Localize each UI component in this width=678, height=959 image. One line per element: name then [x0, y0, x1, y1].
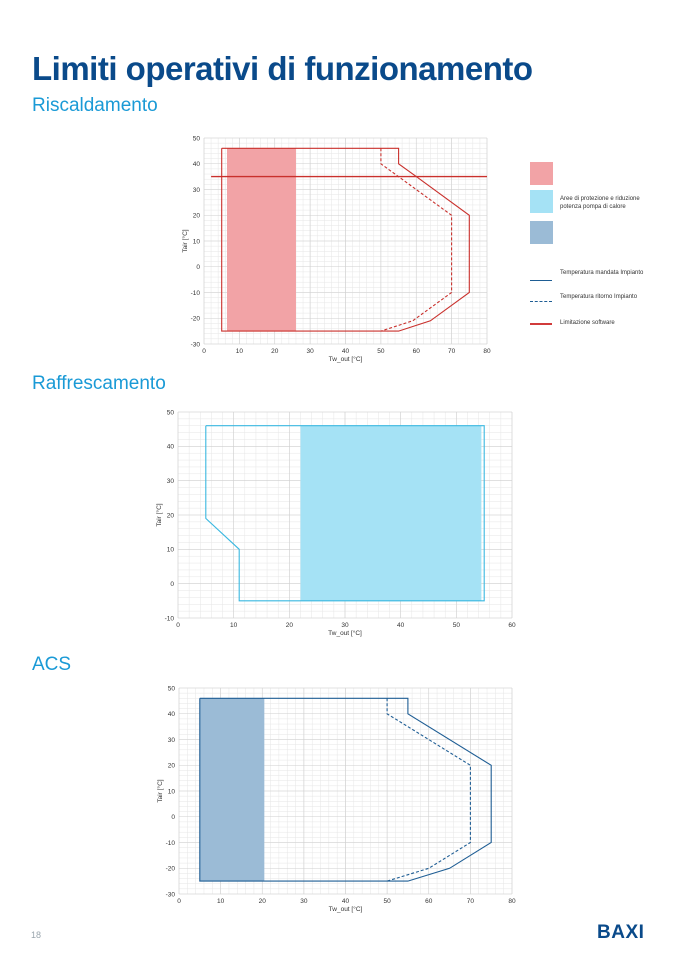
y-tick-label: -20 [191, 316, 201, 323]
x-tick-label: 50 [377, 348, 385, 355]
x-tick-label: 30 [300, 898, 308, 905]
x-tick-label: 50 [384, 898, 392, 905]
x-tick-label: 0 [202, 348, 206, 355]
legend-area-label: Aree di protezione e riduzione potenza p… [560, 196, 640, 210]
cooling-y-axis-label: Tair [°C] [155, 503, 163, 526]
x-tick-label: 30 [307, 348, 315, 355]
y-tick-label: -10 [191, 290, 201, 297]
dhw-plot: 0 10 20 30 40 50 60 70 80 -30 -20 -10 0 10 20 30 40 50 Tw_… [156, 685, 516, 913]
y-tick-label: -20 [166, 866, 176, 873]
page-number: 18 [31, 930, 42, 940]
y-tick-label: 0 [196, 264, 200, 271]
y-tick-label: 40 [168, 711, 176, 718]
heating-y-axis-label: Tair [°C] [181, 229, 189, 252]
y-tick-label: -30 [191, 341, 201, 348]
x-tick-label: 0 [176, 622, 180, 629]
heating-section-title: Riscaldamento [32, 95, 158, 116]
baxi-logo: BAXI [597, 922, 645, 943]
x-tick-label: 50 [453, 622, 461, 629]
heating-x-axis-label: Tw_out [°C] [329, 355, 363, 363]
x-tick-label: 10 [217, 898, 225, 905]
dhw-y-axis-label: Tair [°C] [156, 779, 164, 802]
legend-software-label: Limitazione software [560, 320, 615, 326]
heating-series-flow [221, 147, 470, 332]
y-tick-label: 30 [167, 478, 175, 485]
x-tick-label: 0 [177, 898, 181, 905]
y-tick-label: 10 [167, 547, 175, 554]
x-tick-label: 80 [508, 898, 516, 905]
x-tick-label: 40 [342, 898, 350, 905]
cooling-section-title: Raffrescamento [32, 373, 166, 394]
x-tick-label: 10 [230, 622, 238, 629]
legend-software-line [530, 323, 552, 325]
cooling-x-axis-label: Tw_out [°C] [328, 629, 362, 637]
legend-swatch-red [530, 162, 553, 185]
legend-return-line [530, 301, 552, 302]
cooling-series-flow [205, 425, 485, 602]
x-tick-label: 30 [341, 622, 349, 629]
y-tick-label: -10 [165, 615, 175, 622]
y-tick-label: 10 [193, 238, 201, 245]
x-tick-label: 20 [271, 348, 279, 355]
y-tick-label: 20 [167, 512, 175, 519]
y-tick-label: 50 [168, 685, 176, 692]
y-tick-label: 40 [167, 444, 175, 451]
x-tick-label: 60 [413, 348, 421, 355]
y-tick-label: 0 [171, 814, 175, 821]
y-tick-label: 20 [168, 763, 176, 770]
heating-plot: 0 10 20 30 40 50 60 70 80 -30 -20 -10 0 10 20 30 40 50 Tw_… [181, 135, 491, 363]
y-tick-label: 30 [193, 187, 201, 194]
x-tick-label: 80 [483, 348, 491, 355]
y-tick-label: 50 [167, 409, 175, 416]
legend-return-label: Temperatura ritorno Impianto [560, 294, 638, 300]
y-tick-label: 0 [170, 581, 174, 588]
x-tick-label: 60 [508, 622, 516, 629]
heating-series-return [380, 148, 453, 332]
y-tick-label: 20 [193, 213, 201, 220]
y-tick-label: -10 [166, 840, 176, 847]
x-tick-label: 60 [425, 898, 433, 905]
x-tick-label: 10 [236, 348, 244, 355]
x-tick-label: 70 [467, 898, 475, 905]
dhw-x-axis-label: Tw_out [°C] [329, 905, 363, 913]
legend-swatch-blue [530, 221, 553, 244]
y-tick-label: 40 [193, 161, 201, 168]
x-tick-label: 40 [342, 348, 350, 355]
cooling-shaded-area [300, 425, 482, 601]
y-tick-label: -30 [166, 891, 176, 898]
legend-flow-line [530, 280, 552, 281]
y-tick-label: 10 [168, 788, 176, 795]
y-tick-label: 30 [168, 737, 176, 744]
x-tick-label: 20 [286, 622, 294, 629]
heating-shaded-area [226, 148, 296, 332]
legend-swatch-cyan [530, 190, 553, 213]
dhw-section-title: ACS [32, 654, 72, 675]
dhw-series-flow [199, 697, 492, 882]
x-tick-label: 20 [259, 898, 267, 905]
dhw-series-return [386, 698, 471, 882]
dhw-shaded-area [199, 698, 265, 882]
page-title: Limiti operativi di funzionamento [32, 50, 533, 87]
x-tick-label: 40 [397, 622, 405, 629]
x-tick-label: 70 [448, 348, 456, 355]
legend-flow-label: Temperatura mandata Impianto [560, 270, 644, 276]
y-tick-label: 50 [193, 135, 201, 142]
